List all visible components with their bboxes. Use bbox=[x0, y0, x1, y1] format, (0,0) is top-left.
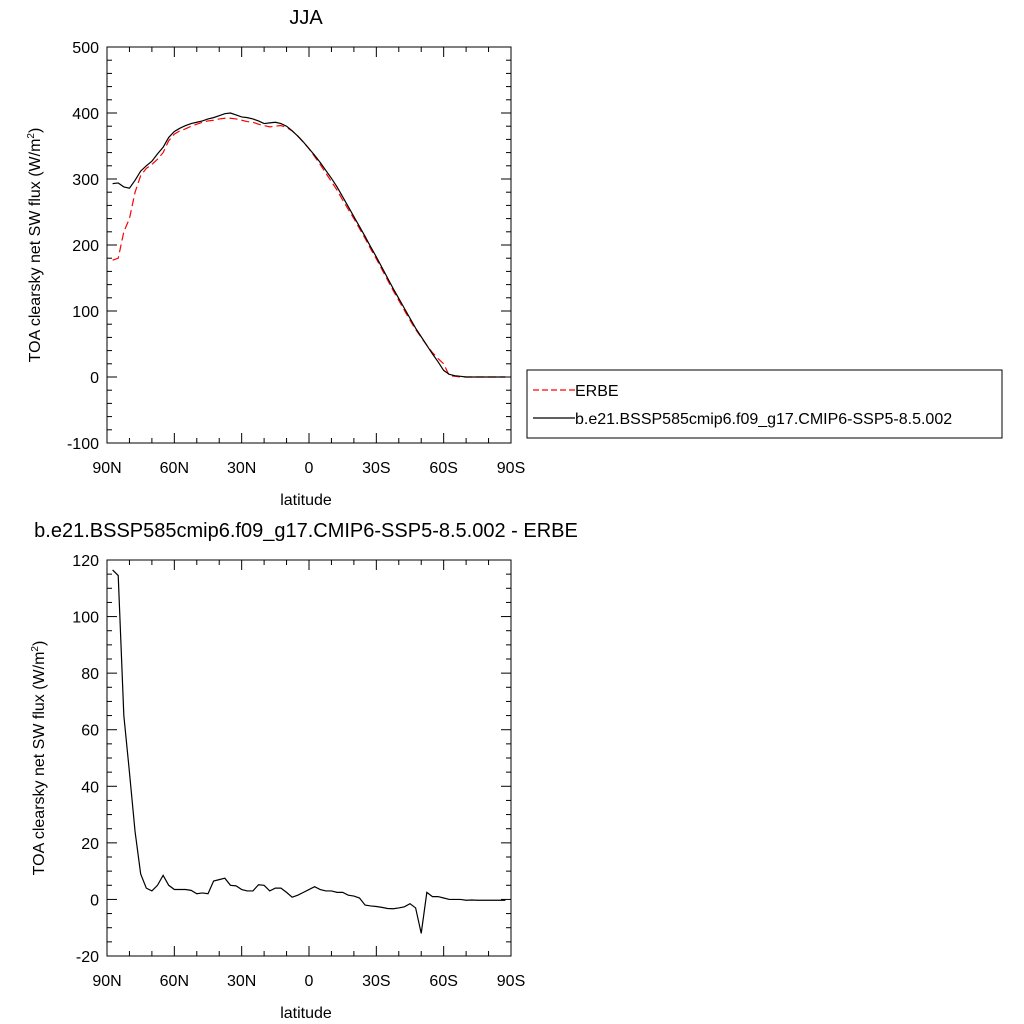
bottom-x-axis-label: latitude bbox=[280, 1005, 332, 1022]
bottom-x-tick-label: 30N bbox=[227, 973, 256, 990]
top-series-line-0 bbox=[112, 117, 506, 378]
bottom-x-tick-label: 90N bbox=[92, 973, 121, 990]
top-x-tick-label: 60S bbox=[429, 460, 457, 477]
top-x-tick-label: 0 bbox=[305, 460, 314, 477]
bottom-y-axis-label-tail: ) bbox=[31, 641, 48, 646]
bottom-y-tick-label: 80 bbox=[81, 666, 99, 683]
bottom-x-tick-label: 0 bbox=[305, 973, 314, 990]
top-y-tick-label: 200 bbox=[72, 238, 99, 255]
top-series-line-1 bbox=[112, 112, 506, 378]
bottom-x-axis: 90N 60N 30N 0 30S 60S 90S bbox=[92, 560, 525, 990]
top-y-axis-label-main: TOA clearsky net SW flux (W/m bbox=[27, 139, 44, 363]
bottom-y-tick-label: 20 bbox=[81, 836, 99, 853]
legend-model-label: b.e21.BSSP585cmip6.f09_g17.CMIP6-SSP5-8.… bbox=[575, 411, 952, 428]
top-x-tick-label: 60N bbox=[160, 460, 189, 477]
top-y-tick-label: 100 bbox=[72, 304, 99, 321]
bottom-panel: b.e21.BSSP585cmip6.f09_g17.CMIP6-SSP5-8.… bbox=[30, 520, 578, 1022]
top-x-tick-label: 90N bbox=[92, 460, 121, 477]
top-y-axis: -100 0 100 200 300 400 500 bbox=[67, 40, 511, 453]
top-series-group bbox=[112, 112, 506, 378]
bottom-y-tick-label: 60 bbox=[81, 723, 99, 740]
bottom-x-tick-label: 30S bbox=[362, 973, 390, 990]
bottom-y-axis: -20 0 20 40 60 80 100 120 bbox=[72, 553, 511, 966]
bottom-x-tick-label: 60N bbox=[160, 973, 189, 990]
bottom-y-axis-label: TOA clearsky net SW flux (W/m2) bbox=[30, 641, 48, 876]
top-x-tick-label: 30S bbox=[362, 460, 390, 477]
top-plot-frame bbox=[106, 46, 512, 444]
legend: ERBE b.e21.BSSP585cmip6.f09_g17.CMIP6-SS… bbox=[526, 369, 1003, 439]
bottom-y-tick-label: 100 bbox=[72, 610, 99, 627]
legend-erbe-label: ERBE bbox=[575, 383, 619, 400]
bottom-y-tick-label: 120 bbox=[72, 553, 99, 570]
bottom-chart-title: b.e21.BSSP585cmip6.f09_g17.CMIP6-SSP5-8.… bbox=[34, 520, 578, 542]
top-chart-title: JJA bbox=[289, 7, 323, 29]
top-x-tick-label: 90S bbox=[497, 460, 525, 477]
top-y-tick-label: 300 bbox=[72, 172, 99, 189]
bottom-plot-frame bbox=[106, 559, 512, 957]
top-y-tick-label: 400 bbox=[72, 106, 99, 123]
top-y-tick-label: -100 bbox=[67, 436, 99, 453]
bottom-y-tick-label: 0 bbox=[90, 892, 99, 909]
bottom-x-tick-label: 90S bbox=[497, 973, 525, 990]
top-y-axis-label-sup: 2 bbox=[26, 133, 37, 139]
top-x-tick-label: 30N bbox=[227, 460, 256, 477]
bottom-y-tick-label: -20 bbox=[76, 949, 99, 966]
bottom-series-line-0 bbox=[112, 569, 506, 934]
bottom-series-group bbox=[112, 569, 506, 934]
top-y-tick-label: 500 bbox=[72, 40, 99, 57]
top-y-axis-label: TOA clearsky net SW flux (W/m2) bbox=[26, 128, 44, 363]
top-y-axis-label-tail: ) bbox=[27, 128, 44, 133]
bottom-y-axis-label-sup: 2 bbox=[30, 646, 41, 652]
top-x-axis-label: latitude bbox=[280, 492, 332, 509]
top-panel: JJA -100 0 100 200 300 400 500 90N 60N 30N 0 30S 60… bbox=[26, 7, 1003, 509]
legend-box bbox=[526, 369, 1003, 439]
bottom-y-tick-label: 40 bbox=[81, 779, 99, 796]
top-y-tick-label: 0 bbox=[90, 370, 99, 387]
top-x-axis: 90N 60N 30N 0 30S 60S 90S bbox=[92, 47, 525, 477]
bottom-x-tick-label: 60S bbox=[429, 973, 457, 990]
bottom-y-axis-label-main: TOA clearsky net SW flux (W/m bbox=[31, 652, 48, 876]
